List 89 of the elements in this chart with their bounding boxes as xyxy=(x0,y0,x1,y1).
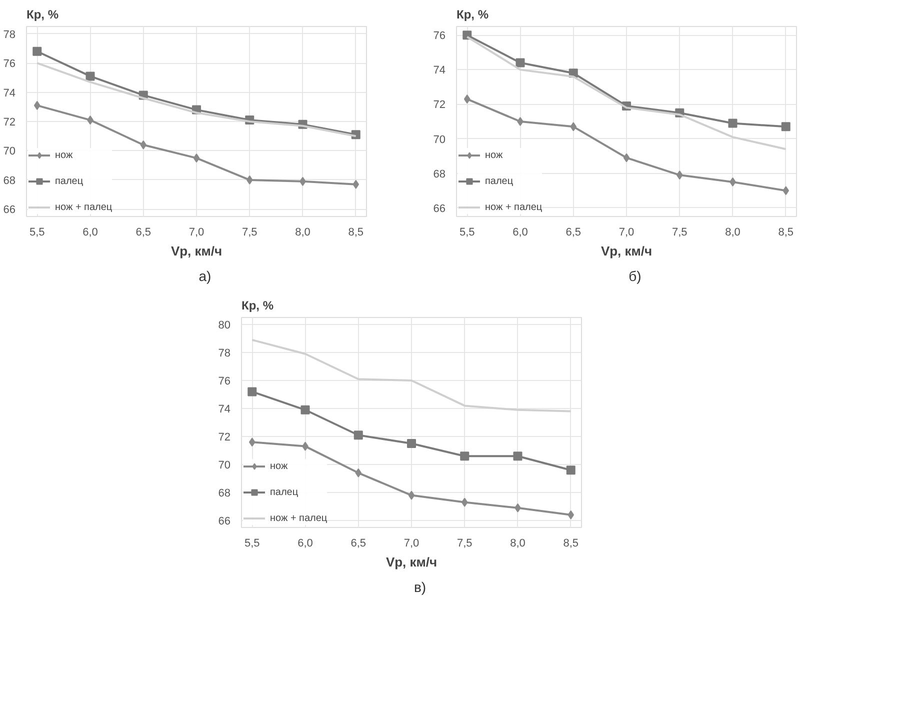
y-tick-label: 70 xyxy=(433,134,446,146)
point xyxy=(246,175,253,184)
y-tick-label: 76 xyxy=(433,30,446,42)
x-tick-label: 7,5 xyxy=(672,226,688,238)
x-tick-label: 8,5 xyxy=(348,226,364,238)
x-axis-title: Vр, км/ч xyxy=(170,244,222,258)
point xyxy=(460,452,470,461)
y-tick-label: 74 xyxy=(3,87,16,100)
point xyxy=(568,510,574,520)
y-tick-label: 68 xyxy=(3,174,16,187)
legend-label: палец xyxy=(485,174,514,188)
x-tick-label: 6,0 xyxy=(82,226,98,238)
point xyxy=(407,439,416,448)
x-tick-label: 8,0 xyxy=(510,538,526,550)
point xyxy=(464,94,470,104)
x-tick-label: 7,0 xyxy=(618,226,634,238)
point xyxy=(676,170,683,180)
y-tick-label: 78 xyxy=(3,28,16,41)
point xyxy=(34,100,40,110)
y-tick-label: 74 xyxy=(433,64,446,77)
x-tick-label: 7,0 xyxy=(188,226,204,238)
point xyxy=(566,466,576,475)
point xyxy=(408,490,415,500)
point xyxy=(513,452,522,461)
point xyxy=(193,154,200,163)
legend-label: палец xyxy=(55,174,84,188)
line-series xyxy=(251,338,572,412)
point xyxy=(300,405,310,414)
y-tick-label: 76 xyxy=(218,376,231,388)
y-tick-label: 80 xyxy=(218,320,231,332)
text: а) xyxy=(198,267,212,286)
x-tick-label: 5,5 xyxy=(29,226,45,238)
point xyxy=(516,58,525,68)
point xyxy=(248,387,257,396)
x-tick-label: 8,0 xyxy=(725,226,740,238)
x-tick-label: 7,5 xyxy=(456,538,472,550)
x-tick-label: 7,0 xyxy=(404,538,420,550)
y-tick-label: 72 xyxy=(433,99,446,112)
legend-label: палец xyxy=(270,486,298,499)
text: б) xyxy=(628,267,642,286)
x-tick-label: 8,5 xyxy=(563,538,579,550)
x-tick-label: 6,5 xyxy=(566,226,582,238)
x-tick-label: 6,5 xyxy=(350,538,366,550)
point xyxy=(623,153,630,162)
y-tick-label: 70 xyxy=(3,146,16,158)
x-tick-label: 7,5 xyxy=(242,226,258,238)
point xyxy=(86,72,95,81)
point xyxy=(140,140,147,150)
x-tick-label: 8,0 xyxy=(295,226,310,238)
x-tick-label: 8,5 xyxy=(778,226,794,238)
y-tick-label: 72 xyxy=(3,116,16,128)
x-tick-label: 6,5 xyxy=(136,226,152,238)
x-tick-label: 6,0 xyxy=(298,538,313,550)
point xyxy=(570,122,577,132)
point xyxy=(461,498,468,507)
y-tick-label: 66 xyxy=(218,516,231,528)
x-axis-title: Vр, км/ч xyxy=(386,554,438,570)
y-tick-label: 68 xyxy=(433,168,446,180)
point xyxy=(352,180,360,189)
x-tick-label: 5,5 xyxy=(459,226,475,238)
y-axis-title: Кр, % xyxy=(456,8,489,22)
y-tick-label: 74 xyxy=(218,404,231,416)
point xyxy=(355,468,362,478)
legend-label: нож xyxy=(270,460,289,473)
legend-label: нож + палец xyxy=(485,200,542,214)
y-tick-label: 66 xyxy=(3,204,16,216)
y-axis-title: Кр, % xyxy=(26,8,59,22)
y-tick-label: 76 xyxy=(3,58,16,70)
y-tick-label: 66 xyxy=(433,202,446,215)
legend-label: нож + палец xyxy=(55,200,112,214)
point xyxy=(782,186,790,196)
legend-label: нож xyxy=(485,148,504,162)
y-axis-title: Кр, % xyxy=(242,298,274,312)
y-tick-label: 72 xyxy=(218,432,231,444)
x-axis-title: Vр, км/ч xyxy=(600,244,652,258)
point xyxy=(32,46,42,56)
text: в) xyxy=(414,578,426,597)
y-tick-label: 68 xyxy=(218,488,231,500)
legend-label: нож xyxy=(55,148,74,162)
point xyxy=(781,122,790,132)
point xyxy=(517,117,524,126)
point xyxy=(728,118,738,128)
x-tick-label: 5,5 xyxy=(244,538,260,550)
x-tick-label: 6,0 xyxy=(512,226,528,238)
point xyxy=(354,430,363,440)
y-tick-label: 78 xyxy=(218,348,231,360)
point xyxy=(248,438,256,447)
y-tick-label: 70 xyxy=(218,460,231,472)
legend-label: нож + палец xyxy=(270,512,328,525)
